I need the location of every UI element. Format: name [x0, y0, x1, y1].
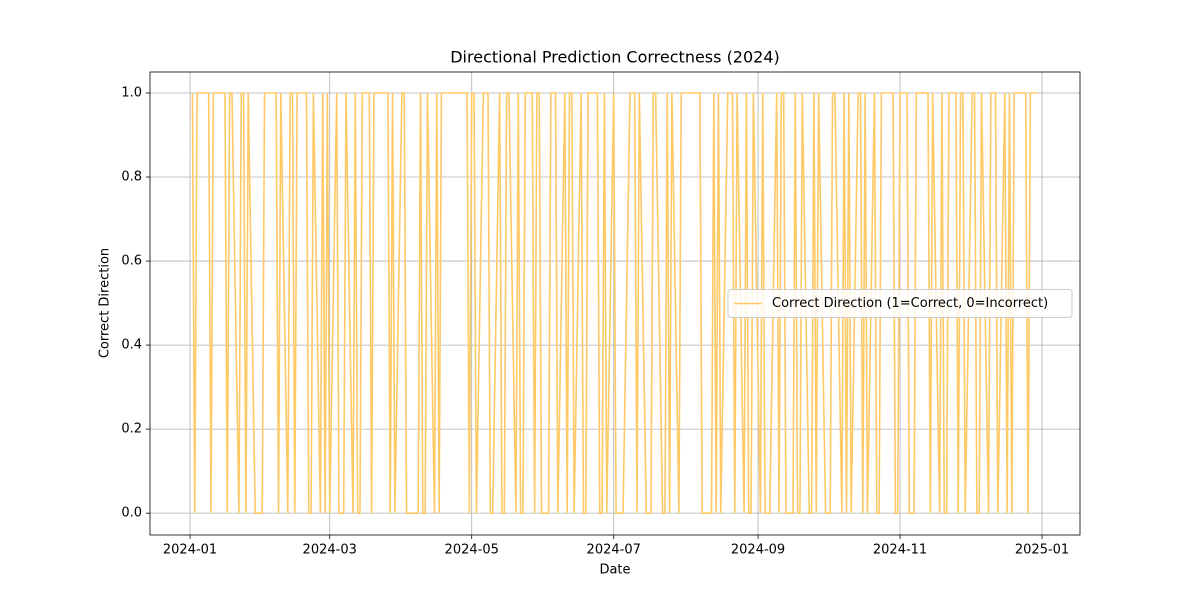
- chart-title: Directional Prediction Correctness (2024…: [450, 48, 780, 67]
- legend-label: Correct Direction (1=Correct, 0=Incorrec…: [772, 296, 1048, 311]
- y-tick-label: 0.6: [121, 254, 142, 269]
- y-tick-label: 0.8: [121, 170, 142, 185]
- x-axis-label: Date: [599, 563, 630, 578]
- y-tick-label: 1.0: [121, 86, 142, 101]
- y-tick-label: 0.0: [121, 506, 142, 521]
- plot-frame: [149, 71, 1081, 536]
- y-tick-label: 0.2: [121, 422, 142, 437]
- x-tick-label: 2024-11: [873, 543, 927, 558]
- x-tick-label: 2024-07: [587, 543, 641, 558]
- x-tick-label: 2024-01: [163, 543, 217, 558]
- data-line: [191, 92, 1038, 514]
- y-tick-label: 0.4: [121, 338, 142, 353]
- x-tick-label: 2024-03: [303, 543, 357, 558]
- x-tick-label: 2024-09: [731, 543, 785, 558]
- x-tick-label: 2025-01: [1015, 543, 1069, 558]
- legend-box: [727, 289, 1073, 318]
- y-axis-label: Correct Direction: [98, 248, 113, 358]
- x-tick-label: 2024-05: [445, 543, 499, 558]
